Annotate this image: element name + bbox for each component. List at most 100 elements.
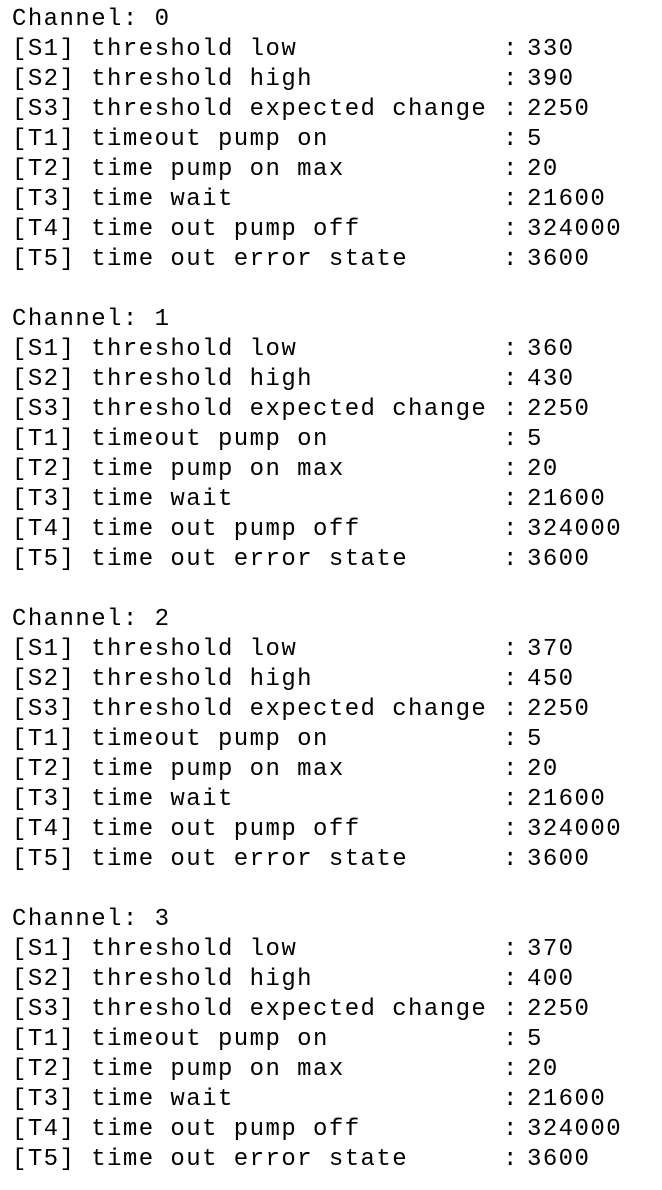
- setting-label: [T4] time out pump off: [12, 816, 361, 843]
- setting-label: [S1] threshold low: [12, 636, 298, 663]
- separator: :: [503, 36, 519, 63]
- separator: :: [503, 666, 519, 693]
- separator: :: [503, 996, 519, 1023]
- separator: :: [503, 336, 519, 363]
- separator: :: [503, 396, 519, 423]
- separator: :: [503, 726, 519, 753]
- separator: :: [503, 186, 519, 213]
- separator: :: [503, 966, 519, 993]
- setting-value: 3600: [527, 246, 591, 273]
- separator: :: [503, 486, 519, 513]
- setting-label: [T2] time pump on max: [12, 156, 345, 183]
- setting-label: [S1] threshold low: [12, 36, 298, 63]
- separator: :: [503, 546, 519, 573]
- separator: :: [503, 126, 519, 153]
- setting-value: 324000: [527, 1116, 623, 1143]
- setting-value: 324000: [527, 816, 623, 843]
- separator: :: [503, 1116, 519, 1143]
- separator: :: [503, 1056, 519, 1083]
- separator: :: [503, 1086, 519, 1113]
- separator: :: [503, 66, 519, 93]
- setting-label: [S1] threshold low: [12, 336, 298, 363]
- setting-label: [S1] threshold low: [12, 936, 298, 963]
- setting-label: [T2] time pump on max: [12, 756, 345, 783]
- setting-value: 21600: [527, 486, 607, 513]
- setting-label: [S3] threshold expected change: [12, 996, 488, 1023]
- separator: :: [503, 696, 519, 723]
- channel-header: Channel: 3: [12, 906, 171, 933]
- separator: :: [503, 846, 519, 873]
- setting-label: [T2] time pump on max: [12, 1056, 345, 1083]
- setting-label: [T2] time pump on max: [12, 456, 345, 483]
- setting-value: 390: [527, 66, 575, 93]
- setting-label: [S3] threshold expected change: [12, 696, 488, 723]
- setting-label: [T4] time out pump off: [12, 516, 361, 543]
- separator: :: [503, 96, 519, 123]
- setting-label: [S2] threshold high: [12, 666, 314, 693]
- setting-value: 3600: [527, 846, 591, 873]
- setting-label: [T1] timeout pump on: [12, 426, 329, 453]
- setting-value: 20: [527, 156, 559, 183]
- setting-value: 21600: [527, 1086, 607, 1113]
- separator: :: [503, 216, 519, 243]
- separator: :: [503, 246, 519, 273]
- separator: :: [503, 426, 519, 453]
- setting-label: [T1] timeout pump on: [12, 1026, 329, 1053]
- separator: :: [503, 366, 519, 393]
- setting-value: 430: [527, 366, 575, 393]
- setting-value: 5: [527, 726, 543, 753]
- separator: :: [503, 516, 519, 543]
- setting-value: 21600: [527, 186, 607, 213]
- setting-label: [S3] threshold expected change: [12, 96, 488, 123]
- setting-label: [T3] time wait: [12, 786, 234, 813]
- setting-value: 400: [527, 966, 575, 993]
- separator: :: [503, 786, 519, 813]
- setting-label: [S2] threshold high: [12, 66, 314, 93]
- separator: :: [503, 636, 519, 663]
- setting-label: [T3] time wait: [12, 186, 234, 213]
- setting-value: 5: [527, 426, 543, 453]
- setting-value: 360: [527, 336, 575, 363]
- setting-label: [T5] time out error state: [12, 846, 409, 873]
- setting-label: [T5] time out error state: [12, 546, 409, 573]
- separator: :: [503, 1026, 519, 1053]
- setting-value: 2250: [527, 396, 591, 423]
- setting-value: 2250: [527, 996, 591, 1023]
- setting-value: 3600: [527, 546, 591, 573]
- separator: :: [503, 936, 519, 963]
- setting-label: [T5] time out error state: [12, 1146, 409, 1173]
- separator: :: [503, 816, 519, 843]
- setting-label: [S2] threshold high: [12, 366, 314, 393]
- setting-label: [T3] time wait: [12, 486, 234, 513]
- setting-value: 370: [527, 636, 575, 663]
- channel-header: Channel: 0: [12, 6, 171, 33]
- setting-label: [T3] time wait: [12, 1086, 234, 1113]
- setting-value: 2250: [527, 96, 591, 123]
- channel-header: Channel: 2: [12, 606, 171, 633]
- setting-value: 324000: [527, 516, 623, 543]
- separator: :: [503, 456, 519, 483]
- setting-label: [S2] threshold high: [12, 966, 314, 993]
- separator: :: [503, 756, 519, 783]
- setting-value: 20: [527, 1056, 559, 1083]
- separator: :: [503, 156, 519, 183]
- setting-value: 5: [527, 1026, 543, 1053]
- setting-value: 5: [527, 126, 543, 153]
- setting-value: 450: [527, 666, 575, 693]
- setting-label: [T4] time out pump off: [12, 216, 361, 243]
- setting-value: 21600: [527, 786, 607, 813]
- setting-label: [S3] threshold expected change: [12, 396, 488, 423]
- setting-label: [T1] timeout pump on: [12, 126, 329, 153]
- setting-value: 2250: [527, 696, 591, 723]
- channel-header: Channel: 1: [12, 306, 171, 333]
- setting-value: 3600: [527, 1146, 591, 1173]
- setting-label: [T1] timeout pump on: [12, 726, 329, 753]
- setting-value: 20: [527, 756, 559, 783]
- setting-value: 324000: [527, 216, 623, 243]
- setting-value: 370: [527, 936, 575, 963]
- setting-value: 20: [527, 456, 559, 483]
- separator: :: [503, 1146, 519, 1173]
- setting-label: [T4] time out pump off: [12, 1116, 361, 1143]
- setting-value: 330: [527, 36, 575, 63]
